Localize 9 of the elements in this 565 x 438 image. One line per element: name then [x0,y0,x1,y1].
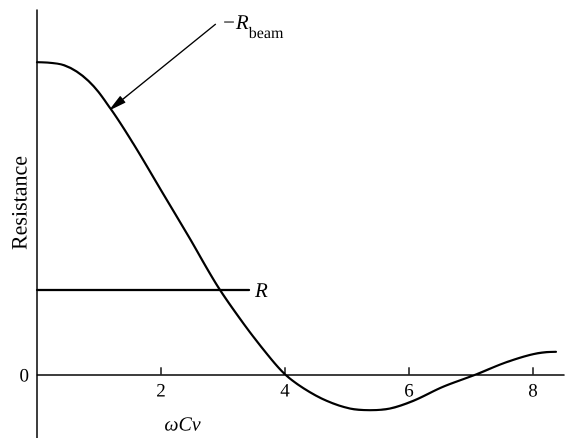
x-tick-label: 4 [280,380,290,402]
y-axis-title: Resistance [6,156,32,250]
x-tick-label: 2 [156,380,166,402]
series-label: R [254,278,268,302]
x-tick-label: 6 [404,380,414,402]
annotation: −R$_{beam}$ [222,10,284,42]
x-tick-label: 8 [528,380,538,402]
x-axis-title: ωCv [164,413,201,436]
text: 0 [20,365,29,386]
